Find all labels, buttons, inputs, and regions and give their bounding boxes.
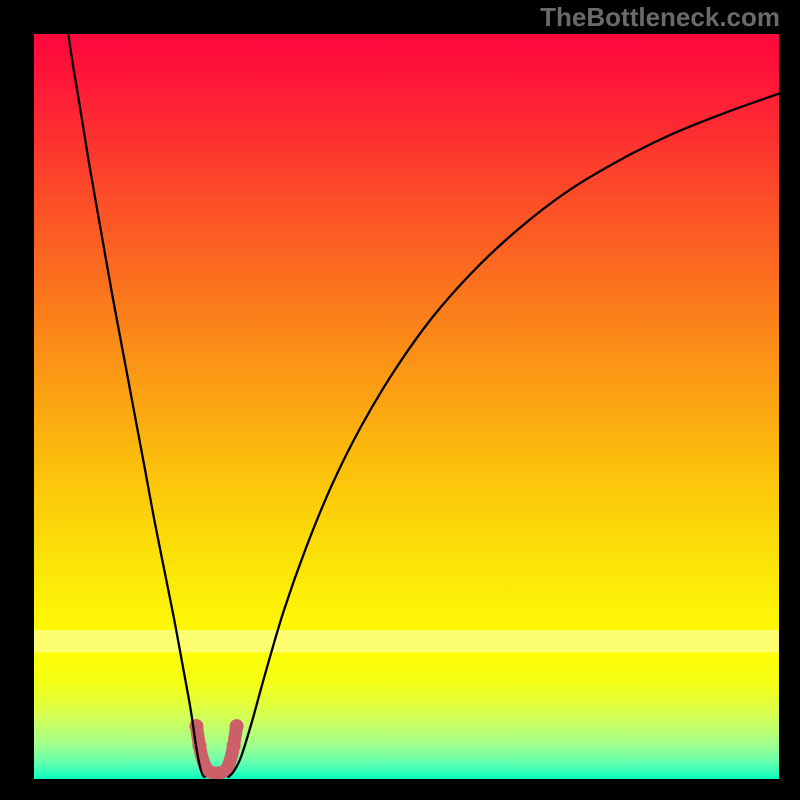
trough-marker-dot-2 [230, 719, 244, 733]
curve-right-branch [228, 94, 779, 778]
trough-marker-dot-3 [227, 738, 241, 752]
curve-left-branch [68, 34, 205, 778]
curve-layer [34, 34, 779, 779]
chart-stage: TheBottleneck.com [0, 0, 800, 800]
plot-area [34, 34, 779, 779]
watermark-text: TheBottleneck.com [540, 2, 780, 33]
